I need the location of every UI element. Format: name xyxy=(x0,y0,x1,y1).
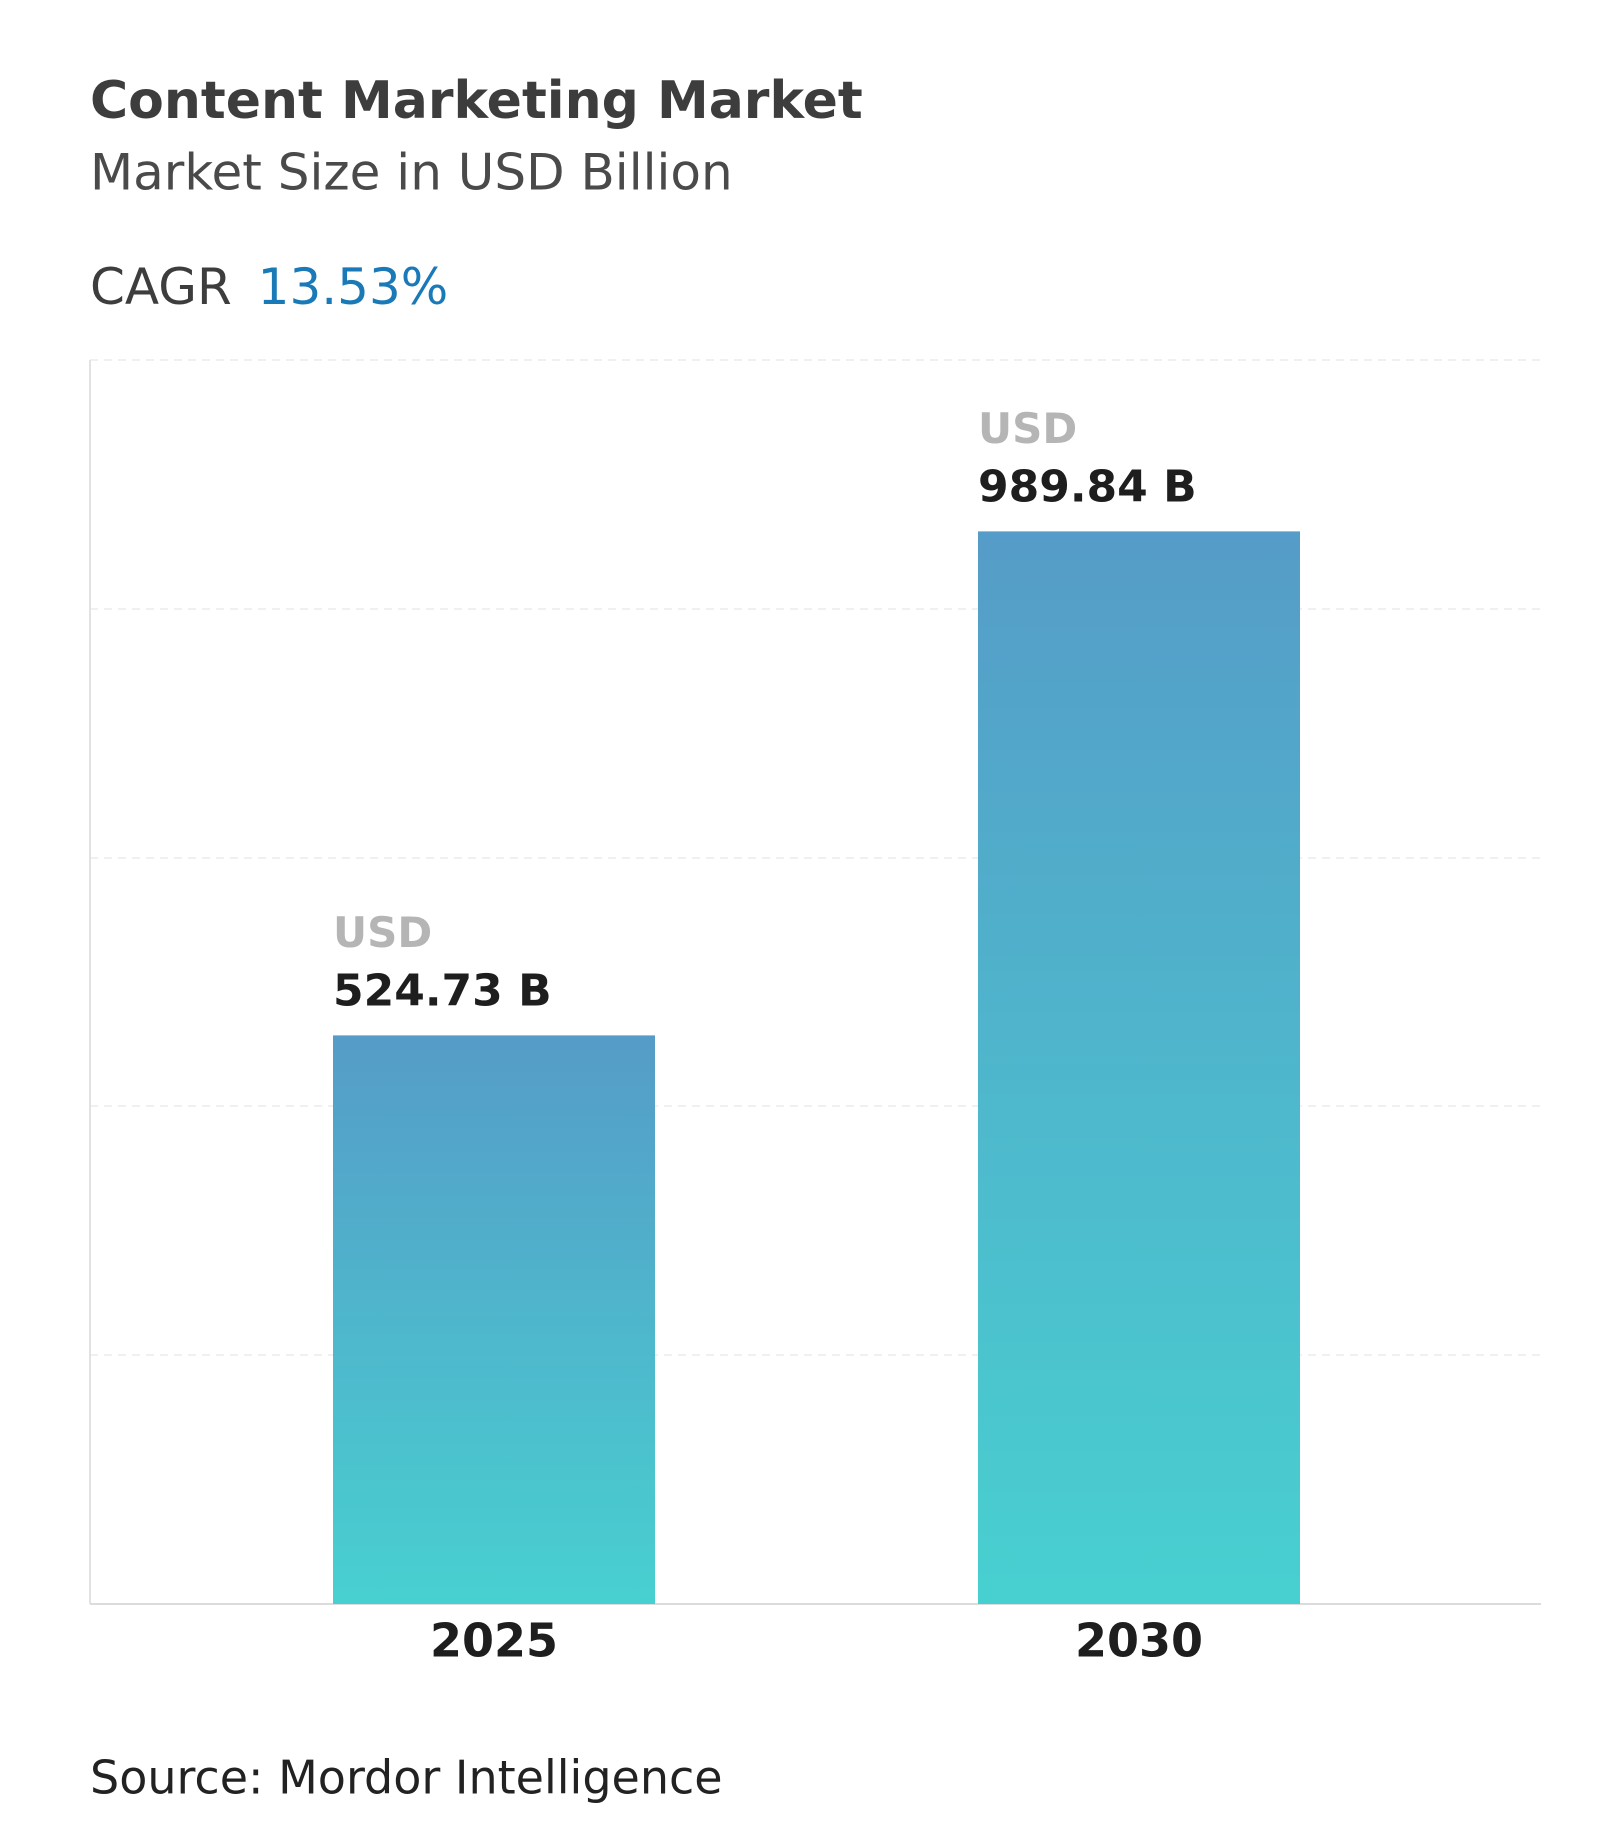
source: Source: Mordor Intelligence xyxy=(90,1751,723,1805)
bar xyxy=(333,1035,655,1604)
grid xyxy=(90,359,1541,1356)
bar xyxy=(978,531,1300,1604)
cagr: CAGR 13.53% xyxy=(90,258,448,316)
value-label: 989.84 B xyxy=(978,461,1197,512)
cagr-value: 13.53% xyxy=(258,258,449,316)
cagr-label: CAGR xyxy=(90,258,232,316)
value-label-prefix: USD xyxy=(333,908,432,957)
value-label: 524.73 B xyxy=(333,965,552,1016)
value-label-prefix: USD xyxy=(978,404,1077,453)
x-tick-label: 2025 xyxy=(430,1614,558,1668)
x-tick-label: 2030 xyxy=(1075,1614,1203,1668)
chart-title: Content Marketing Market xyxy=(90,71,863,131)
chart-subtitle: Market Size in USD Billion xyxy=(90,144,733,202)
